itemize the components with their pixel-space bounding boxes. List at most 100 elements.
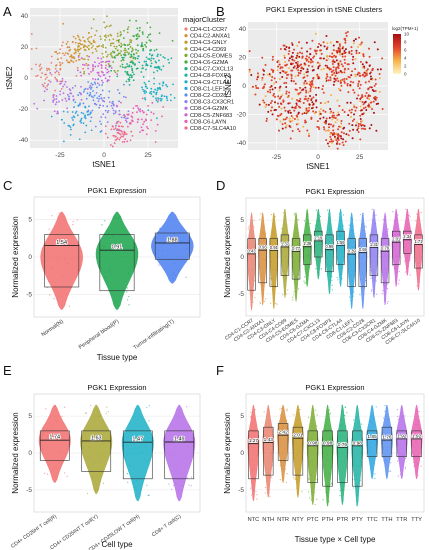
data-point (84, 106, 87, 109)
data-point (137, 55, 140, 58)
data-point (90, 46, 93, 49)
data-point (106, 136, 109, 139)
data-point (348, 122, 351, 125)
data-point (285, 116, 288, 119)
data-point (116, 35, 119, 38)
data-point (309, 257, 311, 259)
data-point (150, 111, 153, 114)
data-point (283, 82, 286, 85)
data-point (322, 109, 325, 112)
legend-swatch (184, 40, 188, 44)
panel-letter-d: D (216, 178, 225, 193)
data-point (365, 91, 368, 94)
data-point (136, 121, 139, 124)
data-point (159, 87, 161, 90)
data-point (276, 69, 279, 72)
data-point (264, 467, 267, 469)
data-point (290, 79, 293, 82)
x-axis-label: tSNE1 (306, 162, 330, 171)
data-point (337, 87, 340, 90)
data-point (356, 504, 358, 506)
data-point (368, 80, 371, 83)
data-point (357, 127, 360, 130)
data-point (283, 270, 285, 273)
data-point (77, 94, 80, 96)
data-point (325, 73, 328, 76)
data-point (58, 73, 61, 76)
data-point (395, 216, 397, 218)
data-point (354, 38, 357, 41)
data-point (356, 73, 359, 76)
data-point (107, 96, 110, 99)
median-label: 0.98 (323, 440, 333, 446)
data-point (333, 77, 336, 80)
data-point (303, 98, 306, 101)
data-point (382, 456, 384, 459)
data-point (319, 215, 321, 218)
data-point (102, 56, 105, 59)
data-point (106, 121, 109, 124)
data-point (100, 459, 102, 461)
data-point (317, 272, 320, 274)
x-axis-label: Tissue type × Cell type (295, 535, 376, 544)
data-point (363, 101, 366, 104)
data-point (291, 43, 294, 46)
data-point (72, 56, 75, 58)
data-point (288, 125, 291, 128)
x-tick-label: CD8+ T cell(C) (151, 514, 183, 539)
data-point (273, 223, 275, 225)
data-point (294, 82, 297, 85)
data-point (316, 102, 319, 105)
data-point (326, 209, 329, 211)
data-point (109, 44, 112, 47)
data-point (115, 217, 117, 219)
data-point (362, 53, 365, 56)
data-point (173, 272, 175, 274)
data-point (285, 226, 287, 228)
data-point (274, 269, 277, 271)
data-point (101, 89, 104, 92)
data-point (88, 41, 91, 44)
x-tick-label: 25 (144, 152, 152, 159)
data-point (358, 36, 361, 39)
data-point (317, 126, 320, 129)
data-point (292, 296, 294, 298)
data-point (102, 420, 104, 422)
data-point (293, 109, 296, 112)
data-point (351, 70, 354, 73)
data-point (318, 42, 321, 45)
data-point (133, 56, 135, 59)
data-point (175, 482, 177, 484)
data-point (68, 252, 70, 254)
data-point (318, 128, 321, 131)
data-point (128, 43, 131, 46)
data-point (116, 32, 119, 35)
data-point (345, 77, 348, 80)
data-point (148, 39, 151, 42)
data-point (362, 277, 364, 280)
data-point (69, 126, 72, 129)
data-point (122, 114, 125, 117)
x-tick-label: NTC (247, 517, 259, 523)
data-point (54, 51, 57, 53)
data-point (326, 42, 329, 45)
data-point (262, 232, 265, 235)
data-point (104, 26, 107, 29)
data-point (367, 103, 370, 106)
data-point (288, 50, 291, 53)
data-point (155, 48, 158, 51)
data-point (250, 416, 252, 419)
data-point (352, 55, 355, 58)
data-point (80, 121, 83, 124)
data-point (80, 74, 83, 77)
data-point (369, 421, 371, 423)
data-point (335, 132, 338, 135)
data-point (358, 52, 361, 55)
data-point (394, 261, 396, 263)
data-point (141, 33, 144, 35)
data-point (333, 54, 336, 57)
legend-swatch (184, 119, 188, 123)
data-point (48, 228, 50, 230)
data-point (186, 247, 188, 249)
data-point (77, 50, 80, 53)
